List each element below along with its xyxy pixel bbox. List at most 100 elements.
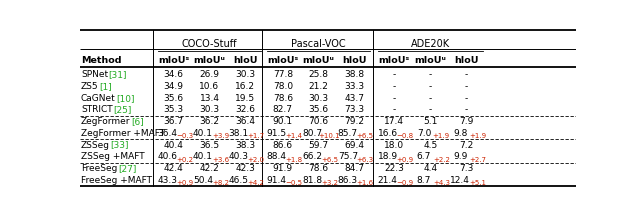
Text: 18.9: 18.9 (378, 152, 398, 161)
Text: -: - (465, 106, 468, 114)
Text: ZSSeg: ZSSeg (81, 141, 110, 150)
Text: mIoUˢ: mIoUˢ (158, 56, 189, 65)
Text: -: - (392, 70, 396, 79)
Text: 42.2: 42.2 (200, 164, 220, 173)
Text: -: - (465, 70, 468, 79)
Text: hIoU: hIoU (233, 56, 257, 65)
Text: +0.9: +0.9 (397, 157, 413, 163)
Text: +6.5: +6.5 (321, 157, 338, 163)
Text: 36.7: 36.7 (164, 117, 184, 126)
Text: 50.4: 50.4 (193, 176, 213, 185)
Text: 86.6: 86.6 (273, 141, 293, 150)
Text: +1.8: +1.8 (285, 157, 302, 163)
Text: 34.9: 34.9 (164, 82, 184, 91)
Text: [25]: [25] (113, 106, 131, 114)
Text: +4.2: +4.2 (248, 180, 264, 186)
Text: 91.9: 91.9 (273, 164, 293, 173)
Text: ZegFormer +MAFT: ZegFormer +MAFT (81, 129, 165, 138)
Text: 38.8: 38.8 (344, 70, 364, 79)
Text: 26.9: 26.9 (200, 70, 220, 79)
Text: 66.2: 66.2 (302, 152, 322, 161)
Text: mIoUˢ: mIoUˢ (268, 56, 298, 65)
Text: 33.3: 33.3 (344, 82, 364, 91)
Text: +3.6: +3.6 (212, 157, 229, 163)
Text: -: - (429, 106, 432, 114)
Text: FreeSeg: FreeSeg (81, 164, 117, 173)
Text: 84.7: 84.7 (344, 164, 364, 173)
Text: 38.1: 38.1 (228, 129, 249, 138)
Text: 78.6: 78.6 (273, 94, 293, 103)
Text: +2.2: +2.2 (433, 157, 450, 163)
Text: Pascal-VOC: Pascal-VOC (291, 39, 346, 49)
Text: -: - (392, 106, 396, 114)
Text: Method: Method (81, 56, 122, 65)
Text: [33]: [33] (111, 141, 129, 150)
Text: +4.3: +4.3 (433, 180, 450, 186)
Text: 4.4: 4.4 (424, 164, 438, 173)
Text: mIoUˢ: mIoUˢ (379, 56, 410, 65)
Text: +0.9: +0.9 (176, 180, 193, 186)
Text: 7.2: 7.2 (460, 141, 474, 150)
Text: 91.4: 91.4 (266, 176, 287, 185)
Text: COCO-Stuff: COCO-Stuff (182, 39, 237, 49)
Text: 78.6: 78.6 (308, 164, 328, 173)
Text: +3.2: +3.2 (321, 180, 338, 186)
Text: -: - (465, 82, 468, 91)
Text: 77.8: 77.8 (273, 70, 293, 79)
Text: +8.2: +8.2 (212, 180, 229, 186)
Text: +1.7: +1.7 (248, 133, 265, 139)
Text: 59.7: 59.7 (308, 141, 328, 150)
Text: 40.6: 40.6 (157, 152, 177, 161)
Text: +1.6: +1.6 (356, 180, 374, 186)
Text: −0.3: −0.3 (176, 133, 193, 139)
Text: 46.5: 46.5 (228, 176, 249, 185)
Text: 35.6: 35.6 (308, 106, 328, 114)
Text: +2.0: +2.0 (248, 157, 264, 163)
Text: 16.6: 16.6 (378, 129, 398, 138)
Text: 73.3: 73.3 (344, 106, 364, 114)
Text: +5.1: +5.1 (469, 180, 486, 186)
Text: −0.5: −0.5 (285, 180, 302, 186)
Text: 5.1: 5.1 (423, 117, 438, 126)
Text: 86.3: 86.3 (338, 176, 358, 185)
Text: 34.6: 34.6 (164, 70, 184, 79)
Text: 18.0: 18.0 (384, 141, 404, 150)
Text: ZSSeg +MAFT: ZSSeg +MAFT (81, 152, 145, 161)
Text: 88.4: 88.4 (266, 152, 287, 161)
Text: ZegFormer: ZegFormer (81, 117, 131, 126)
Text: 70.6: 70.6 (308, 117, 328, 126)
Text: 35.6: 35.6 (164, 94, 184, 103)
Text: 40.3: 40.3 (228, 152, 249, 161)
Text: 21.2: 21.2 (308, 82, 328, 91)
Text: ZS5: ZS5 (81, 82, 99, 91)
Text: 8.7: 8.7 (417, 176, 431, 185)
Text: +10.1: +10.1 (319, 133, 340, 139)
Text: 82.7: 82.7 (273, 106, 293, 114)
Text: −0.9: −0.9 (397, 180, 413, 186)
Text: +3.9: +3.9 (212, 133, 229, 139)
Text: 19.5: 19.5 (235, 94, 255, 103)
Text: +0.2: +0.2 (176, 157, 193, 163)
Text: 40.1: 40.1 (193, 152, 213, 161)
Text: 10.6: 10.6 (200, 82, 220, 91)
Text: [10]: [10] (116, 94, 135, 103)
Text: 36.2: 36.2 (200, 117, 220, 126)
Text: −0.8: −0.8 (397, 133, 413, 139)
Text: 9.9: 9.9 (453, 152, 467, 161)
Text: 42.4: 42.4 (164, 164, 184, 173)
Text: mIoUᵘ: mIoUᵘ (415, 56, 446, 65)
Text: 16.2: 16.2 (235, 82, 255, 91)
Text: +1.9: +1.9 (469, 133, 486, 139)
Text: 30.3: 30.3 (200, 106, 220, 114)
Text: 43.7: 43.7 (344, 94, 364, 103)
Text: 36.5: 36.5 (200, 141, 220, 150)
Text: -: - (465, 94, 468, 103)
Text: 36.4: 36.4 (235, 117, 255, 126)
Text: +6.5: +6.5 (356, 133, 374, 139)
Text: 7.0: 7.0 (417, 129, 431, 138)
Text: 7.3: 7.3 (460, 164, 474, 173)
Text: 38.3: 38.3 (235, 141, 255, 150)
Text: 81.8: 81.8 (302, 176, 322, 185)
Text: 40.4: 40.4 (164, 141, 184, 150)
Text: -: - (392, 82, 396, 91)
